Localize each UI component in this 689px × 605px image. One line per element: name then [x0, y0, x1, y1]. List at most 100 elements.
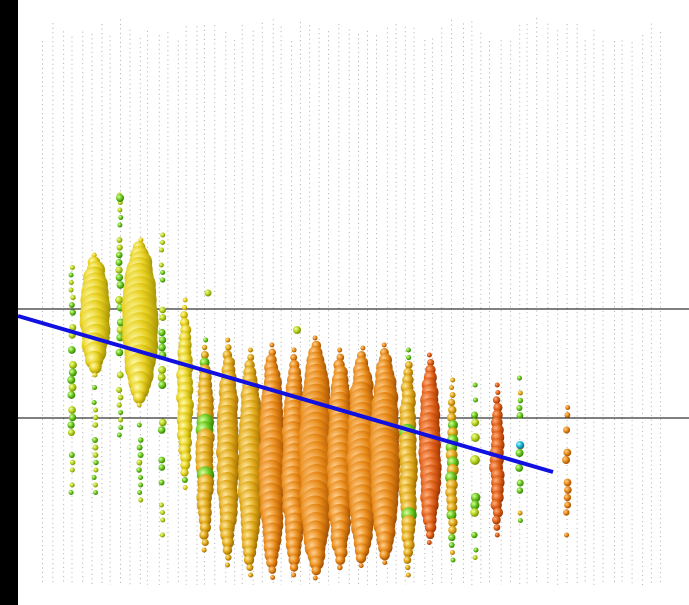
hits — [67, 193, 571, 581]
left-border — [0, 0, 18, 605]
hit — [160, 277, 165, 282]
hit — [563, 427, 570, 434]
hit — [68, 406, 76, 414]
hit — [518, 511, 523, 516]
hit — [138, 452, 144, 458]
hit — [69, 273, 74, 278]
hit — [202, 548, 207, 553]
hit — [159, 248, 164, 253]
hit — [403, 548, 413, 558]
hit — [93, 490, 98, 495]
hit — [202, 345, 207, 350]
hit — [199, 530, 208, 539]
hit — [138, 498, 143, 503]
hit — [182, 305, 187, 310]
hit — [117, 433, 122, 438]
hit — [492, 516, 501, 525]
hit — [426, 531, 434, 539]
hit — [180, 311, 188, 319]
hit — [159, 419, 167, 427]
hit — [517, 376, 522, 381]
hit — [448, 526, 456, 534]
hit — [406, 355, 411, 360]
hit — [138, 437, 144, 443]
hit — [205, 290, 212, 297]
hit — [117, 244, 123, 250]
hit — [159, 263, 164, 268]
hit — [183, 485, 188, 490]
hit — [158, 426, 166, 434]
hit — [182, 477, 188, 483]
hit — [137, 490, 142, 495]
hit — [92, 400, 97, 405]
hit — [69, 288, 74, 293]
hit — [116, 259, 123, 266]
hit — [246, 564, 253, 571]
hit — [473, 548, 478, 553]
hit — [270, 575, 275, 580]
hit — [495, 533, 500, 538]
hit — [291, 573, 296, 578]
hit — [448, 534, 455, 541]
hit — [360, 346, 365, 351]
hit — [495, 390, 500, 395]
hit — [223, 545, 233, 555]
hit — [117, 223, 122, 228]
hit — [382, 560, 387, 565]
hit — [69, 361, 77, 369]
hit — [158, 344, 166, 352]
hit — [248, 348, 253, 353]
hit — [248, 573, 253, 578]
hit — [517, 479, 524, 486]
hit — [158, 374, 166, 382]
hit — [406, 348, 411, 353]
hit — [68, 429, 75, 436]
hit — [70, 295, 75, 300]
hit — [137, 445, 143, 451]
hit — [449, 542, 455, 548]
hit — [92, 373, 97, 378]
hit — [427, 353, 432, 358]
hit — [160, 270, 165, 275]
hit — [69, 452, 75, 458]
hit — [93, 407, 98, 412]
hit — [160, 233, 165, 238]
hit — [117, 402, 122, 407]
hit — [313, 336, 318, 341]
hit — [518, 391, 523, 396]
page: (() => { const data = JSON.parse(documen… — [0, 0, 689, 605]
hit — [158, 366, 166, 374]
hit — [517, 487, 524, 494]
hit — [92, 445, 98, 451]
hit — [403, 556, 411, 564]
hit — [290, 563, 298, 571]
hit — [495, 383, 500, 388]
hit — [180, 468, 188, 476]
hit — [93, 460, 98, 465]
hit — [564, 412, 570, 418]
hit — [115, 296, 123, 304]
hit — [565, 405, 570, 410]
hit — [225, 338, 230, 343]
hit — [138, 475, 143, 480]
hit — [117, 372, 124, 379]
hit — [563, 449, 571, 457]
hit — [116, 194, 124, 202]
hit — [448, 399, 455, 406]
hit — [70, 483, 75, 488]
hit — [335, 555, 345, 565]
hit — [225, 344, 231, 350]
hit — [563, 509, 569, 515]
hit — [118, 215, 123, 220]
hit — [138, 483, 143, 488]
hit — [159, 503, 164, 508]
hit — [158, 457, 165, 464]
hit — [515, 464, 523, 472]
hit — [158, 329, 165, 336]
hit — [359, 563, 364, 568]
hit — [93, 467, 98, 472]
hit — [69, 280, 74, 285]
hit — [450, 392, 456, 398]
hit — [311, 566, 321, 576]
hit — [564, 502, 571, 509]
